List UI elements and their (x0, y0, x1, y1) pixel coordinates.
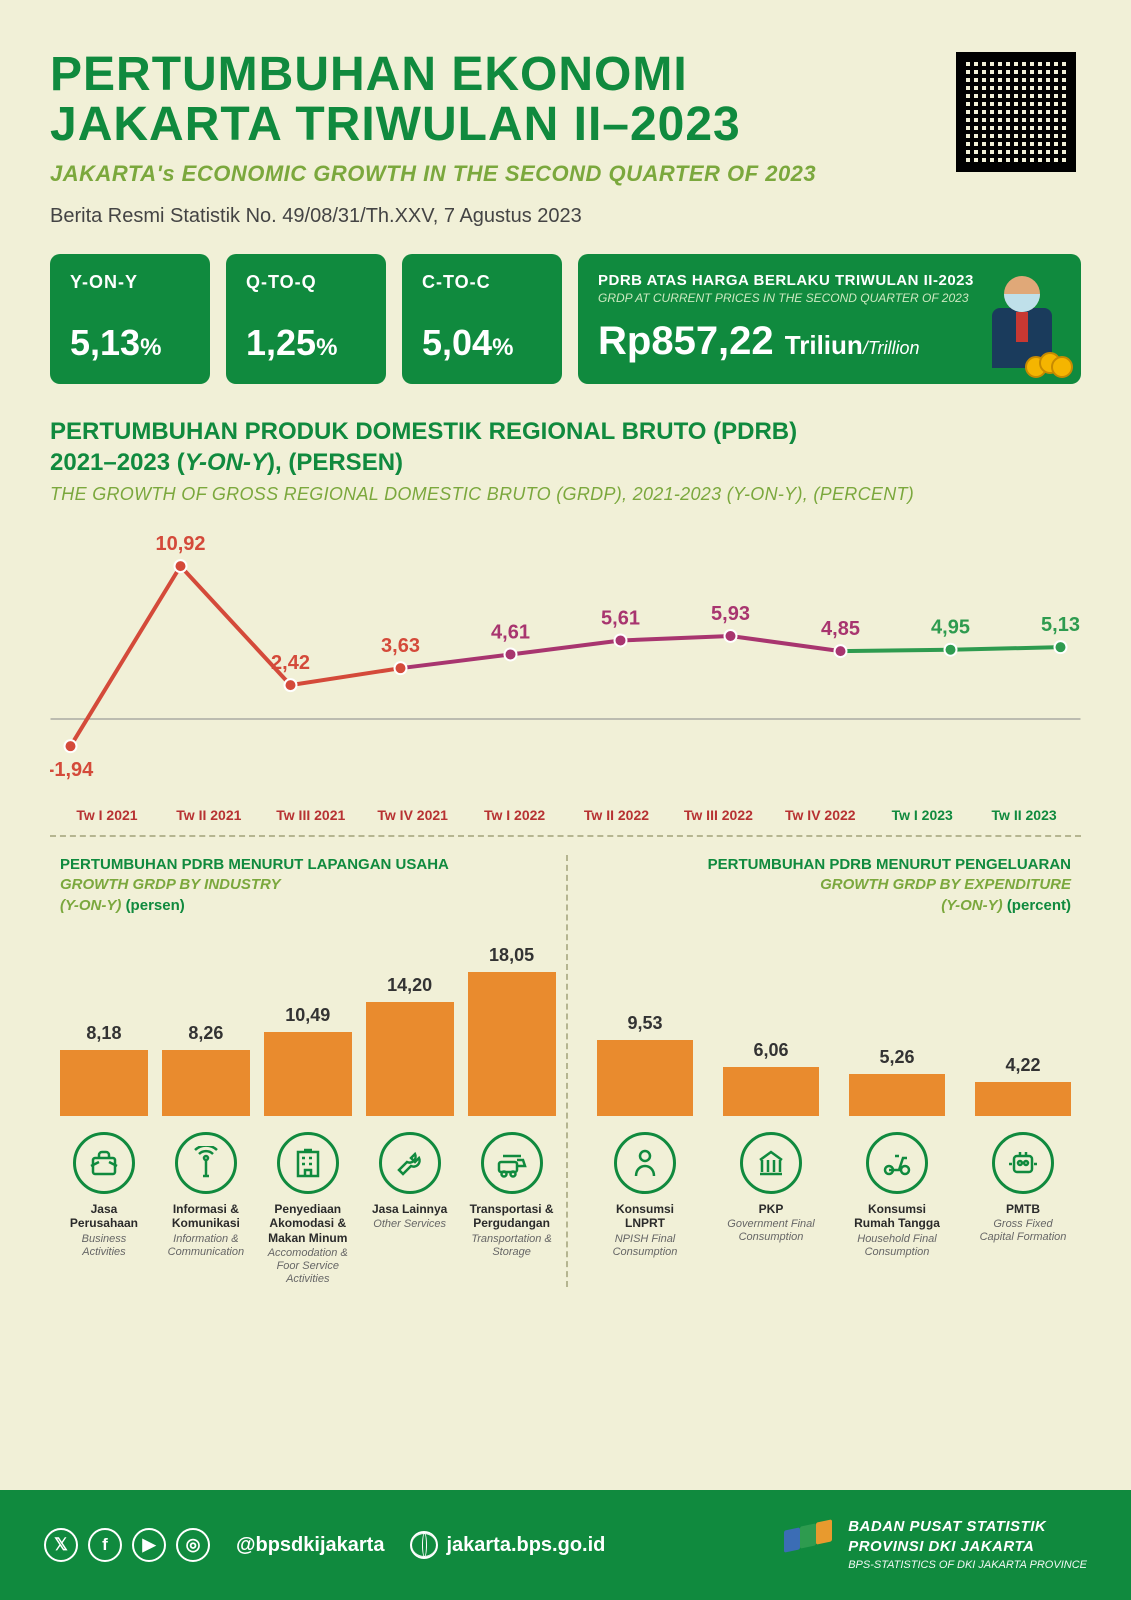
category-icon: Konsumsi Rumah TanggaHousehold Final Con… (849, 1132, 945, 1259)
bar-item: 5,26 (849, 1047, 945, 1116)
line-section-title: PERTUMBUHAN PRODUK DOMESTIK REGIONAL BRU… (50, 416, 1081, 478)
svg-text:5,93: 5,93 (711, 603, 750, 625)
stat-yony: Y-ON-Y 5,13% (50, 254, 210, 384)
hotel-icon (277, 1132, 339, 1194)
category-icon: Transportasi & PergudanganTransportation… (468, 1132, 556, 1259)
svg-text:4,61: 4,61 (491, 622, 530, 644)
x-axis-label: Tw I 2022 (464, 807, 566, 823)
x-axis-label: Tw II 2023 (973, 807, 1075, 823)
robot-icon (992, 1132, 1054, 1194)
scooter-icon (866, 1132, 928, 1194)
category-icon: Jasa PerusahaanBusiness Activities (60, 1132, 148, 1259)
svg-text:2,42: 2,42 (271, 652, 310, 674)
stat-ctoc: C-TO-C 5,04% (402, 254, 562, 384)
industry-bars: 8,188,2610,4914,2018,05 (60, 926, 556, 1116)
vertical-divider (566, 855, 568, 1286)
bar-item: 14,20 (366, 975, 454, 1116)
stat-row: Y-ON-Y 5,13% Q-TO-Q 1,25% C-TO-C 5,04% P… (50, 254, 1081, 384)
stat-qtoq: Q-TO-Q 1,25% (226, 254, 386, 384)
bar-item: 8,26 (162, 1023, 250, 1116)
industry-column: PERTUMBUHAN PDRB MENURUT LAPANGAN USAHA … (50, 855, 566, 1286)
x-axis-label: Tw IV 2021 (362, 807, 464, 823)
wrench-icon (379, 1132, 441, 1194)
line-chart-svg: -1,94 10,92 2,42 3,63 4,61 5,61 5,93 4,85 4,95 5,… (50, 523, 1081, 783)
coins-icon (1025, 348, 1075, 378)
qr-code (956, 52, 1076, 172)
bar-item: 6,06 (723, 1040, 819, 1115)
x-axis-label: Tw III 2021 (260, 807, 362, 823)
category-icon: PKPGovernment Final Consumption (723, 1132, 819, 1245)
x-axis-label: Tw II 2022 (566, 807, 668, 823)
transport-icon (481, 1132, 543, 1194)
footer: 𝕏 f ▶ ◎ @bpsdkijakarta jakarta.bps.go.id… (0, 1490, 1131, 1600)
social-handle: @bpsdkijakarta (236, 1534, 384, 1557)
svg-text:3,63: 3,63 (381, 635, 420, 657)
facebook-icon: f (88, 1528, 122, 1562)
svg-text:5,61: 5,61 (601, 608, 640, 630)
line-chart: -1,94 10,92 2,42 3,63 4,61 5,61 5,93 4,85 4,95 5,… (50, 523, 1081, 823)
twitter-icon: 𝕏 (44, 1528, 78, 1562)
x-axis-label: Tw II 2021 (158, 807, 260, 823)
footer-org: BADAN PUSAT STATISTIK PROVINSI DKI JAKAR… (848, 1517, 1087, 1573)
instagram-icon: ◎ (176, 1528, 210, 1562)
divider (50, 835, 1081, 837)
antenna-icon (175, 1132, 237, 1194)
category-icon: PMTBGross Fixed Capital Formation (975, 1132, 1071, 1245)
expenditure-title: PERTUMBUHAN PDRB MENURUT PENGELUARAN GRO… (576, 855, 1072, 916)
svg-text:4,95: 4,95 (931, 617, 970, 639)
reference-line: Berita Resmi Statistik No. 49/08/31/Th.X… (50, 205, 1081, 228)
bar-item: 18,05 (468, 945, 556, 1116)
x-axis-label: Tw III 2022 (667, 807, 769, 823)
category-icon: Penyediaan Akomodasi & Makan MinumAccomo… (264, 1132, 352, 1287)
expenditure-icons: Konsumsi LNPRTNPISH Final Consumption PK… (576, 1132, 1072, 1259)
person-icon (614, 1132, 676, 1194)
category-icon: Jasa LainnyaOther Services (366, 1132, 454, 1232)
category-icon: Informasi & KomunikasiInformation & Comm… (162, 1132, 250, 1259)
infographic-page: PERTUMBUHAN EKONOMI JAKARTA TRIWULAN II–… (0, 0, 1131, 1600)
youtube-icon: ▶ (132, 1528, 166, 1562)
main-title: PERTUMBUHAN EKONOMI JAKARTA TRIWULAN II–… (50, 50, 1081, 151)
bar-item: 10,49 (264, 1005, 352, 1116)
bar-item: 8,18 (60, 1023, 148, 1115)
main-subtitle: JAKARTA's ECONOMIC GROWTH IN THE SECOND … (50, 161, 1081, 187)
social-icons: 𝕏 f ▶ ◎ (44, 1528, 210, 1562)
bar-item: 4,22 (975, 1055, 1071, 1116)
svg-text:5,13: 5,13 (1041, 614, 1080, 636)
svg-text:10,92: 10,92 (155, 533, 205, 555)
x-axis-label: Tw I 2023 (871, 807, 973, 823)
x-axis-label: Tw IV 2022 (769, 807, 871, 823)
category-icon: Konsumsi LNPRTNPISH Final Consumption (597, 1132, 693, 1259)
industry-icons: Jasa PerusahaanBusiness Activities Infor… (60, 1132, 556, 1287)
line-section-subtitle: THE GROWTH OF GROSS REGIONAL DOMESTIC BR… (50, 484, 1081, 505)
svg-text:-1,94: -1,94 (50, 759, 94, 781)
svg-text:4,85: 4,85 (821, 618, 860, 640)
industry-title: PERTUMBUHAN PDRB MENURUT LAPANGAN USAHA … (60, 855, 556, 916)
bar-item: 9,53 (597, 1013, 693, 1116)
briefcase-icon (73, 1132, 135, 1194)
grdp-box: PDRB ATAS HARGA BERLAKU TRIWULAN II-2023… (578, 254, 1081, 384)
expenditure-bars: 9,53 6,06 5,26 4,22 (576, 926, 1072, 1116)
globe-icon (410, 1531, 438, 1559)
website-url: jakarta.bps.go.id (410, 1531, 605, 1559)
gov-icon (740, 1132, 802, 1194)
expenditure-column: PERTUMBUHAN PDRB MENURUT PENGELUARAN GRO… (566, 855, 1082, 1286)
x-axis-label: Tw I 2021 (56, 807, 158, 823)
two-columns: PERTUMBUHAN PDRB MENURUT LAPANGAN USAHA … (50, 855, 1081, 1286)
bps-logo-icon (784, 1521, 832, 1569)
